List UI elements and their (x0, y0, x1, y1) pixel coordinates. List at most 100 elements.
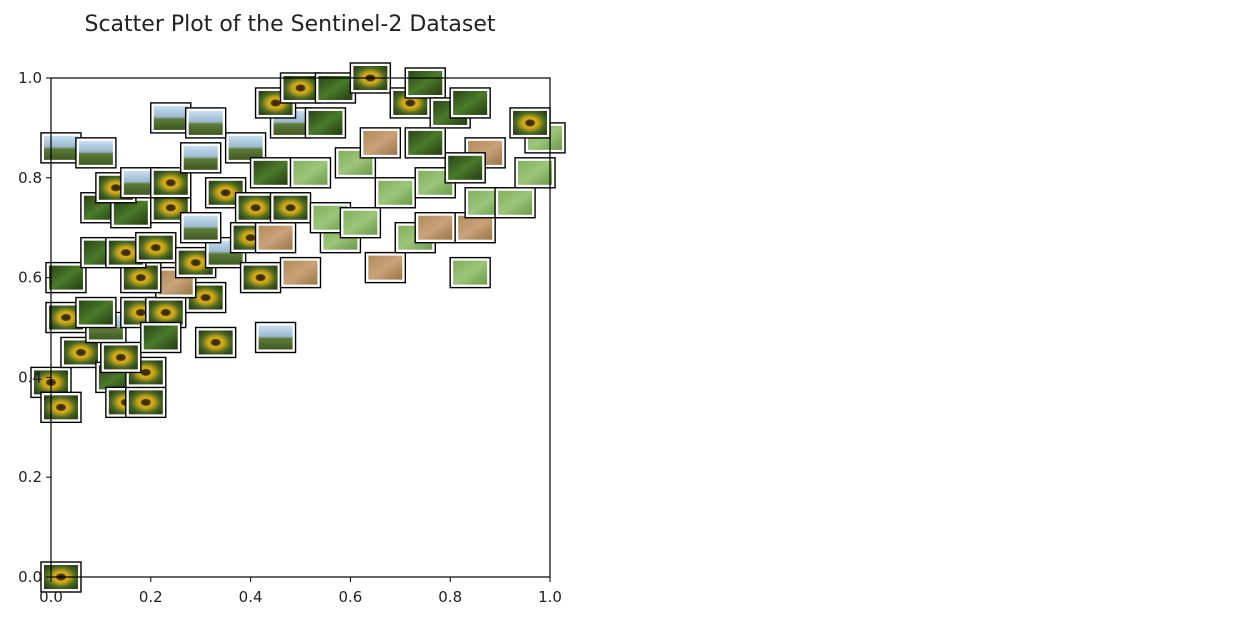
data-point (100, 341, 142, 374)
thumbnail-image (408, 130, 443, 155)
x-tick-label: 0.0 (39, 588, 63, 606)
data-point (404, 127, 446, 159)
x-tick-label: 0.4 (239, 588, 263, 606)
thumbnail-image (448, 155, 483, 180)
data-point (514, 157, 556, 189)
data-point (150, 102, 192, 134)
thumbnail-image (183, 145, 218, 170)
data-point (135, 231, 177, 264)
thumbnail-image (453, 90, 488, 115)
y-tick-label: 0.4 (18, 368, 42, 386)
data-point (40, 132, 82, 164)
thumbnail-image (128, 390, 163, 415)
data-point (254, 221, 297, 254)
thumbnail-image (243, 265, 278, 290)
data-point (140, 321, 182, 354)
data-point (304, 107, 347, 139)
thumbnail-image (153, 170, 188, 195)
thumbnail-image (48, 265, 83, 290)
thumbnail-image (78, 140, 113, 165)
data-point (449, 256, 491, 289)
thumbnail-image (368, 255, 403, 280)
scatter-points (30, 62, 566, 593)
data-point (404, 67, 446, 99)
thumbnail-image (453, 260, 488, 285)
thumbnail-image (138, 235, 173, 260)
thumbnail-image (113, 200, 148, 225)
x-tick-label: 0.2 (139, 588, 163, 606)
thumbnail-image (153, 105, 188, 130)
thumbnail-image (228, 135, 263, 160)
thumbnail-image (143, 325, 178, 350)
data-point (184, 107, 227, 139)
thumbnail-image (123, 265, 158, 290)
chart-title: Scatter Plot of the Sentinel-2 Dataset (85, 12, 496, 37)
thumbnail-image (258, 225, 293, 250)
thumbnail-image (343, 210, 378, 235)
thumbnail-image (78, 300, 113, 325)
data-point (289, 157, 332, 189)
thumbnail-image (363, 130, 398, 155)
thumbnail-image (418, 215, 453, 240)
y-tick-label: 0.6 (18, 269, 42, 287)
data-point (40, 391, 82, 424)
data-point (444, 152, 486, 184)
thumbnail-image (458, 215, 493, 240)
thumbnail-image (253, 160, 288, 185)
data-point (249, 157, 292, 189)
thumbnail-image (308, 110, 343, 135)
data-point (194, 326, 237, 359)
thumbnail-image (518, 160, 553, 185)
thumbnail-image (513, 110, 548, 135)
y-tick-label: 0.8 (18, 169, 42, 187)
data-point (494, 187, 536, 219)
x-tick-label: 0.8 (438, 588, 462, 606)
data-point (509, 107, 551, 139)
x-tick-label: 0.6 (338, 588, 362, 606)
thumbnail-image (283, 260, 318, 285)
data-point (179, 142, 222, 174)
thumbnail-image (408, 70, 443, 95)
data-point (45, 261, 87, 294)
x-axis: 0.0 0.2 0.4 0.6 0.8 1.0 (39, 577, 562, 606)
data-point (269, 192, 312, 224)
data-point (339, 207, 382, 239)
thumbnail-image (498, 190, 533, 215)
thumbnail-image (198, 330, 233, 355)
data-point (234, 192, 277, 224)
data-point (125, 386, 167, 419)
thumbnail-image (43, 135, 78, 160)
data-point (279, 256, 322, 289)
data-point (75, 296, 117, 329)
data-point (374, 177, 417, 209)
data-point (359, 127, 402, 159)
y-tick-label: 0.2 (18, 468, 42, 486)
data-point (414, 211, 456, 244)
data-point (254, 321, 297, 354)
data-point (364, 251, 407, 284)
thumbnail-image (188, 110, 223, 135)
plot-area-frame (50, 77, 551, 578)
thumbnail-image (238, 195, 273, 220)
thumbnail-image (148, 300, 183, 325)
thumbnail-image (43, 395, 78, 420)
thumbnail-image (63, 340, 98, 365)
x-tick-label: 1.0 (538, 588, 562, 606)
thumbnail-image (318, 75, 353, 100)
data-point (449, 87, 491, 119)
thumbnail-image (283, 75, 318, 100)
data-point (75, 137, 117, 169)
y-tick-label: 1.0 (18, 69, 42, 87)
thumbnail-image (103, 345, 138, 370)
thumbnail-image (378, 180, 413, 205)
data-point (239, 261, 282, 294)
thumbnail-image (258, 325, 293, 350)
data-point (179, 211, 222, 244)
y-tick-label: 0.0 (18, 568, 42, 586)
thumbnail-image (273, 195, 308, 220)
thumbnail-image (293, 160, 328, 185)
thumbnail-image (183, 215, 218, 240)
y-axis: 0.0 0.2 0.4 0.6 0.8 1.0 (18, 69, 51, 586)
